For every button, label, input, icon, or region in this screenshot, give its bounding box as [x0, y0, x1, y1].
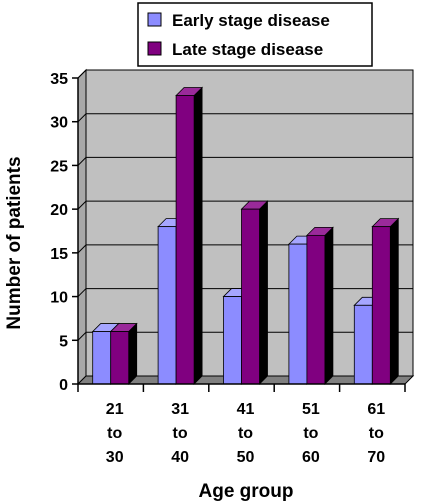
axes: 0 5 10 15 20 25 30 35 21 to 30 31 to 40 41 to 50 51 to 60 61… — [50, 71, 406, 466]
gridline — [77, 69, 413, 79]
bar — [371, 217, 400, 385]
legend: Early stage disease Late stage disease — [137, 2, 373, 67]
legend-swatch-late — [147, 41, 162, 56]
bar-side — [128, 322, 138, 385]
bar-front — [92, 331, 112, 385]
x-tick-label: to — [107, 425, 122, 442]
bar-side — [389, 217, 399, 385]
bar-side — [259, 200, 268, 385]
x-tick-label: 40 — [171, 449, 189, 466]
x-axis-title: Age group — [199, 481, 294, 502]
legend-swatch-early — [147, 12, 162, 27]
x-tick-label: to — [173, 425, 188, 442]
y-axis-title: Number of patients — [4, 156, 25, 329]
x-tick-label: to — [238, 425, 253, 442]
bar — [240, 200, 269, 385]
x-tick-label: to — [369, 425, 384, 442]
x-tick-label: 31 — [171, 401, 189, 418]
y-tick-label: 5 — [59, 333, 68, 350]
bar-front — [241, 208, 260, 385]
y-tick-label: 35 — [50, 71, 68, 88]
bar-front — [157, 226, 177, 385]
gridline — [77, 113, 413, 123]
bar-front — [371, 226, 391, 385]
legend-label-early: Early stage disease — [172, 11, 330, 30]
bars — [91, 86, 400, 385]
x-tick-label: 21 — [106, 401, 124, 418]
x-tick-label: 50 — [237, 449, 255, 466]
x-tick-label: 61 — [367, 401, 385, 418]
bar-front — [353, 304, 373, 385]
bar-side — [193, 86, 203, 385]
y-tick-label: 0 — [59, 377, 68, 394]
legend-box — [137, 2, 373, 67]
bar-front — [110, 331, 130, 385]
x-tick-label: 70 — [367, 449, 385, 466]
x-tick-label: 41 — [237, 401, 255, 418]
bar-side — [324, 226, 334, 385]
bar-front — [288, 243, 308, 385]
y-tick-label: 10 — [50, 290, 68, 307]
y-tick-label: 25 — [50, 158, 68, 175]
bar — [175, 86, 204, 385]
y-tick-label: 15 — [50, 246, 68, 263]
bar — [109, 322, 138, 385]
bar-front — [223, 296, 242, 385]
x-tick-label: 30 — [106, 449, 124, 466]
legend-label-late: Late stage disease — [172, 40, 323, 59]
y-tick-label: 30 — [50, 115, 68, 132]
y-tick-label: 20 — [50, 202, 68, 219]
x-tick-label: 51 — [302, 401, 320, 418]
bar-front — [175, 95, 195, 385]
x-tick-label: to — [303, 425, 318, 442]
bar — [305, 226, 334, 385]
gridline — [77, 156, 413, 166]
gridline — [77, 200, 413, 210]
x-tick-label: 60 — [302, 449, 320, 466]
bar-front — [306, 234, 326, 385]
